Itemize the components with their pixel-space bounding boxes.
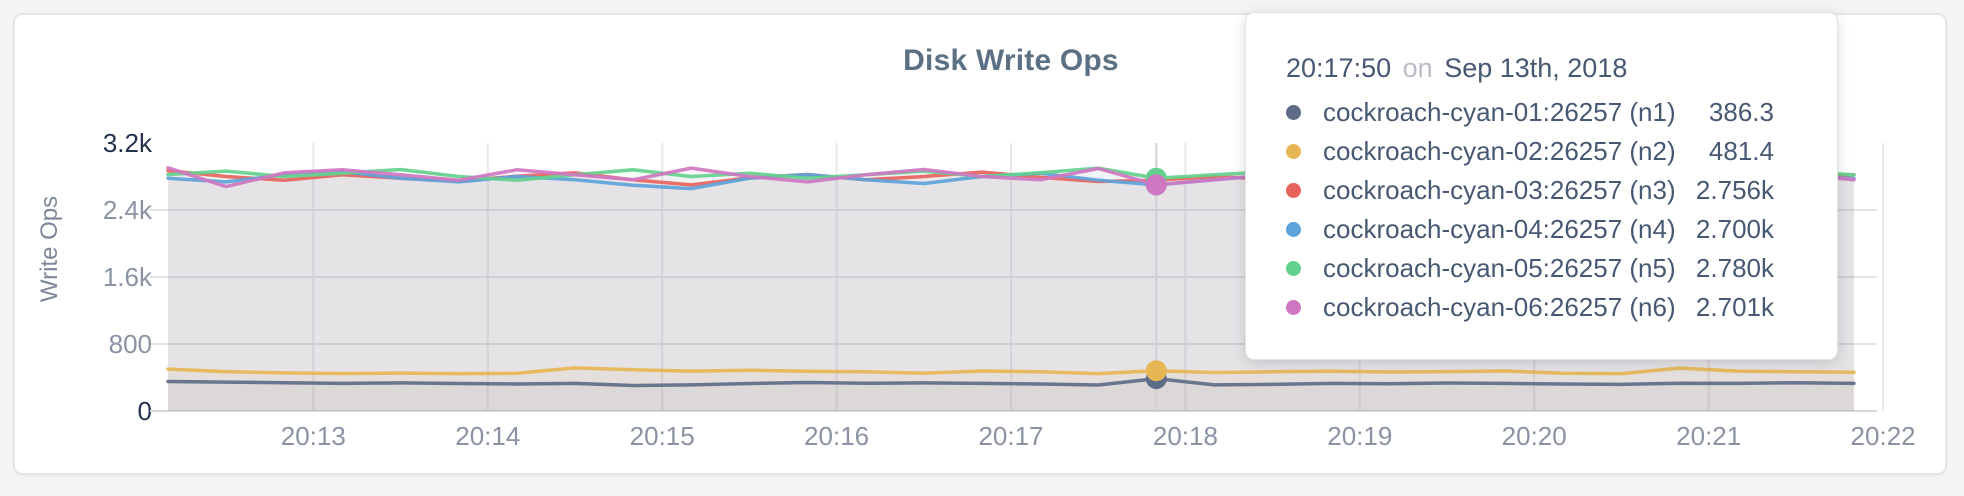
series-area (168, 367, 1854, 411)
x-tick-label: 20:19 (1327, 421, 1392, 451)
series-name: cockroach-cyan-02:26257 (n2) (1323, 136, 1676, 166)
tooltip-series-row: cockroach-cyan-02:26257 (n2) 481.4 (1286, 132, 1774, 171)
y-tick-label: 1.6k (103, 262, 153, 292)
chart-title: Disk Write Ops (903, 44, 1119, 77)
tooltip-header: 20:17:50 on Sep 13th, 2018 (1286, 51, 1774, 85)
y-tick-label: 2.4k (103, 195, 153, 225)
x-tick-label: 20:13 (281, 421, 346, 451)
series-name: cockroach-cyan-03:26257 (n3) (1323, 175, 1676, 205)
chart-tooltip: 20:17:50 on Sep 13th, 2018 cockroach-cya… (1245, 12, 1838, 360)
tooltip-series-row: cockroach-cyan-06:26257 (n6) 2.701k (1286, 288, 1774, 327)
series-value: 2.701k (1695, 292, 1774, 322)
x-tick-label: 20:17 (978, 421, 1043, 451)
series-dot-icon (1286, 300, 1301, 315)
series-value: 386.3 (1708, 97, 1774, 127)
y-tick-label: 3.2k (103, 128, 153, 158)
series-name: cockroach-cyan-06:26257 (n6) (1323, 292, 1676, 322)
series-dot-icon (1286, 183, 1301, 198)
series-dot-icon (1286, 222, 1301, 237)
series-dot-icon (1286, 105, 1301, 120)
x-tick-label: 20:16 (804, 421, 869, 451)
tooltip-series-row: cockroach-cyan-03:26257 (n3) 2.756k (1286, 171, 1774, 210)
series-line (166, 366, 1856, 376)
series-value: 481.4 (1708, 136, 1774, 166)
x-tick-label: 20:21 (1676, 421, 1741, 451)
x-tick-label: 20:22 (1851, 421, 1916, 451)
y-axis-label: Write Ops (36, 196, 63, 302)
y-tick-label: 0 (138, 396, 152, 426)
tooltip-series-row: cockroach-cyan-05:26257 (n5) 2.780k (1286, 249, 1774, 288)
x-tick-label: 20:20 (1502, 421, 1567, 451)
series-line (166, 376, 1856, 388)
tooltip-series-row: cockroach-cyan-04:26257 (n4) 2.700k (1286, 210, 1774, 249)
series-dot-icon (1286, 144, 1301, 159)
hover-point[interactable] (1145, 360, 1167, 382)
tooltip-preposition: on (1402, 53, 1433, 83)
x-tick-label: 20:14 (455, 421, 520, 451)
series-dot-icon (1286, 261, 1301, 276)
series-name: cockroach-cyan-05:26257 (n5) (1323, 253, 1676, 283)
series-name: cockroach-cyan-04:26257 (n4) (1323, 214, 1676, 244)
hover-point[interactable] (1145, 174, 1167, 196)
x-tick-label: 20:15 (630, 421, 695, 451)
series-value: 2.756k (1695, 175, 1774, 205)
y-tick-label: 800 (109, 329, 152, 359)
series-name: cockroach-cyan-01:26257 (n1) (1323, 97, 1676, 127)
x-tick-label: 20:18 (1153, 421, 1218, 451)
series-value: 2.700k (1695, 214, 1774, 244)
tooltip-time: 20:17:50 (1286, 53, 1392, 83)
series-value: 2.780k (1695, 253, 1774, 283)
tooltip-series-row: cockroach-cyan-01:26257 (n1) 386.3 (1286, 93, 1774, 132)
series-area (168, 378, 1854, 411)
tooltip-date: Sep 13th, 2018 (1444, 53, 1628, 83)
